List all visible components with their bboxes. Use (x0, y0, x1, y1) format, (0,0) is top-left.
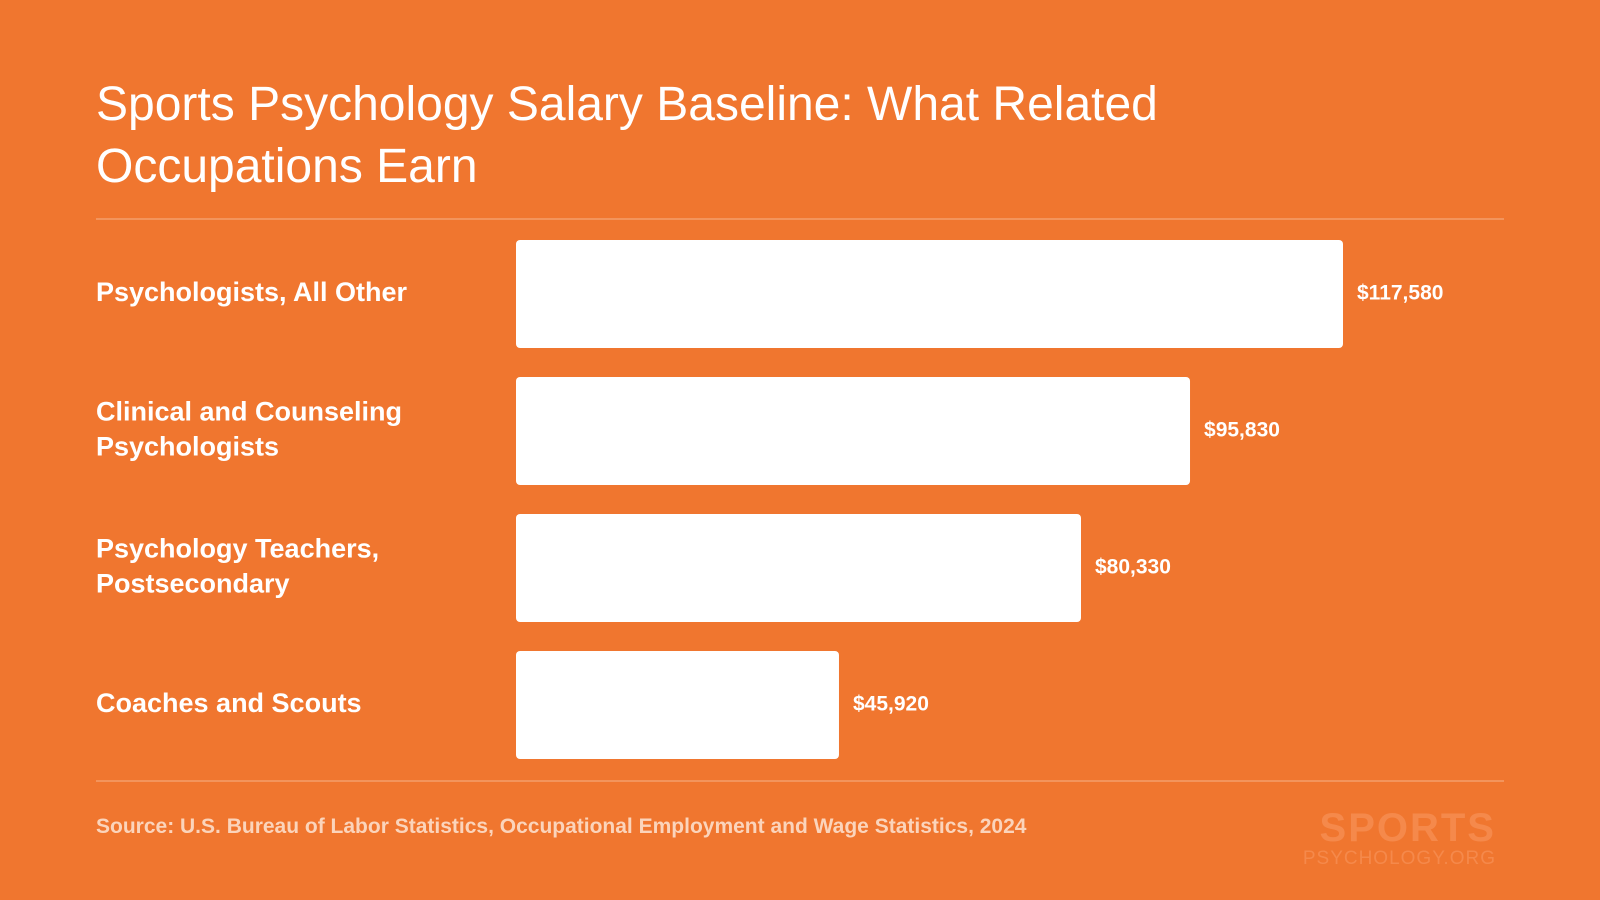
source-note: Source: U.S. Bureau of Labor Statistics,… (96, 815, 1027, 838)
bar-2 (516, 377, 1191, 485)
value-label-3: $80,330 (1095, 556, 1171, 579)
value-label-1: $117,580 (1357, 282, 1443, 305)
top-divider (96, 218, 1504, 220)
value-label-2: $95,830 (1204, 419, 1280, 442)
logo-main-text: SPORTS (1319, 806, 1496, 850)
category-label-2: Clinical and Counseling Psychologists (96, 397, 402, 462)
sports-psychology-logo: SPORTS PSYCHOLOGY.ORG (1303, 808, 1496, 870)
chart-title: Sports Psychology Salary Baseline: What … (96, 78, 1158, 193)
bar-1 (516, 240, 1343, 348)
bar-3 (516, 514, 1082, 622)
bar-4 (516, 651, 839, 759)
bottom-divider (96, 780, 1504, 782)
value-label-4: $45,920 (853, 693, 929, 716)
category-label-1: Psychologists, All Other (96, 277, 408, 307)
category-label-3: Psychology Teachers, Postsecondary (96, 534, 379, 599)
category-label-4: Coaches and Scouts (96, 688, 362, 718)
logo-sub-text: PSYCHOLOGY.ORG (1302, 848, 1496, 869)
